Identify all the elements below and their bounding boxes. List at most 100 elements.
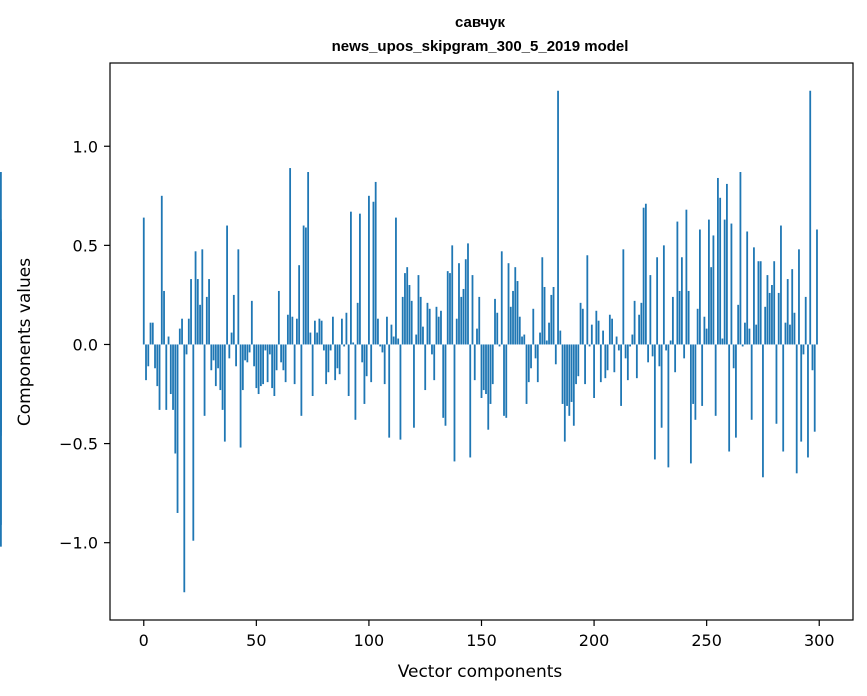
bar bbox=[395, 217, 397, 345]
bar bbox=[744, 322, 746, 345]
bar bbox=[561, 344, 564, 404]
bar bbox=[550, 294, 553, 345]
bar bbox=[629, 344, 631, 347]
bar bbox=[244, 344, 246, 361]
bar bbox=[739, 172, 742, 345]
bar bbox=[154, 344, 156, 369]
bar bbox=[311, 344, 314, 397]
bar bbox=[388, 344, 391, 438]
x-tick-label: 200 bbox=[579, 631, 610, 650]
bar bbox=[773, 261, 776, 345]
bar bbox=[577, 344, 580, 377]
x-tick-label: 150 bbox=[466, 631, 497, 650]
bar bbox=[304, 227, 307, 345]
bar bbox=[160, 195, 163, 345]
bar bbox=[286, 314, 289, 345]
bar bbox=[381, 344, 384, 353]
bar bbox=[660, 344, 663, 428]
bar bbox=[750, 344, 753, 420]
bar bbox=[214, 344, 217, 387]
bar bbox=[590, 324, 593, 345]
bar bbox=[685, 209, 688, 345]
bar bbox=[527, 344, 530, 383]
bar bbox=[392, 336, 395, 345]
bar bbox=[365, 344, 368, 377]
bar bbox=[437, 316, 440, 345]
bar bbox=[467, 243, 469, 345]
bar bbox=[721, 338, 724, 345]
bar bbox=[683, 344, 686, 359]
bar bbox=[464, 259, 467, 345]
bar bbox=[653, 344, 656, 460]
bar bbox=[187, 318, 190, 345]
bar bbox=[759, 261, 762, 345]
bar bbox=[410, 300, 413, 345]
bar bbox=[802, 344, 805, 355]
bar bbox=[494, 298, 496, 345]
bar bbox=[264, 344, 267, 351]
bar bbox=[768, 292, 771, 345]
bar bbox=[363, 344, 366, 404]
bar bbox=[368, 195, 370, 345]
bar bbox=[374, 181, 377, 345]
bar bbox=[572, 344, 575, 426]
bar bbox=[147, 344, 150, 367]
bar bbox=[262, 344, 264, 385]
bar bbox=[417, 275, 420, 345]
bar bbox=[568, 344, 571, 416]
x-axis-ticks: 0 50 100 150 200 250 300 bbox=[139, 620, 835, 650]
bar bbox=[178, 328, 181, 345]
bar bbox=[595, 310, 598, 345]
bar bbox=[581, 308, 584, 345]
bar bbox=[656, 257, 659, 345]
bar bbox=[476, 328, 478, 345]
bar bbox=[257, 344, 260, 395]
bar bbox=[705, 328, 708, 345]
bar bbox=[717, 177, 719, 345]
bar bbox=[190, 279, 192, 345]
bar bbox=[523, 334, 526, 345]
bar bbox=[757, 261, 760, 345]
bar bbox=[665, 344, 668, 351]
bar bbox=[505, 344, 508, 418]
bar bbox=[201, 249, 204, 345]
bar bbox=[0, 283, 2, 345]
bar bbox=[548, 322, 550, 345]
bar bbox=[485, 344, 487, 395]
bar bbox=[559, 330, 562, 345]
bar bbox=[496, 312, 499, 345]
bar bbox=[604, 344, 607, 379]
bar bbox=[176, 344, 179, 513]
bar bbox=[431, 344, 433, 355]
bar bbox=[710, 267, 713, 345]
bar bbox=[426, 302, 429, 345]
bar bbox=[500, 251, 503, 345]
bar bbox=[775, 344, 778, 424]
bar bbox=[784, 322, 787, 345]
bar bbox=[298, 265, 301, 345]
x-tick-label: 250 bbox=[691, 631, 722, 650]
bar bbox=[737, 304, 740, 345]
bar bbox=[0, 172, 2, 345]
bar bbox=[699, 229, 701, 345]
bar bbox=[444, 344, 447, 426]
bar bbox=[545, 340, 548, 345]
bar bbox=[223, 344, 226, 442]
bar bbox=[199, 304, 201, 345]
bar bbox=[579, 302, 582, 345]
bar bbox=[377, 318, 379, 345]
bar bbox=[708, 219, 710, 345]
bar bbox=[0, 344, 2, 432]
bar bbox=[404, 273, 406, 345]
bar bbox=[336, 344, 339, 369]
y-axis-ticks: −1.0 −0.5 0.0 0.5 1.0 bbox=[59, 137, 110, 553]
y-axis-label: Components values bbox=[15, 258, 35, 426]
bar bbox=[232, 294, 235, 345]
bar bbox=[694, 344, 697, 420]
bar bbox=[780, 225, 782, 345]
bar bbox=[570, 344, 573, 402]
bar bbox=[458, 263, 460, 345]
bar bbox=[557, 90, 559, 345]
bar bbox=[793, 312, 796, 345]
bar bbox=[217, 344, 219, 369]
